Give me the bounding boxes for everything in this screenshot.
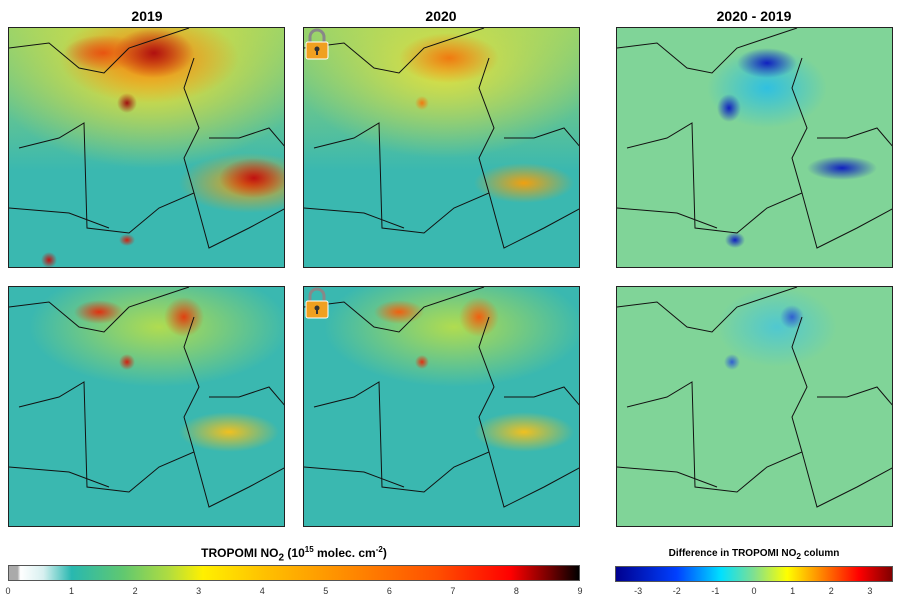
- colorbar-difference: [615, 566, 893, 582]
- colorbar-tick-label: 1: [790, 586, 796, 596]
- coastline-overlay: [9, 287, 284, 508]
- title-2019: 2019: [131, 8, 163, 24]
- colorbar-tick-label: 3: [196, 586, 202, 596]
- colorbar-tick-label: 0: [5, 586, 11, 596]
- colorbar-tick-label: -1: [711, 586, 720, 596]
- colorbar-tick-label: 7: [450, 586, 456, 596]
- colorbar-tick-label: 6: [386, 586, 392, 596]
- padlock-icon: [305, 28, 329, 60]
- colorbar-tick-label: 4: [259, 586, 265, 596]
- colorbar-tick-label: 0: [751, 586, 757, 596]
- coastline-overlay: [617, 287, 892, 508]
- colorbar-tick-label: 5: [323, 586, 329, 596]
- colorbar-tick-label: -3: [634, 586, 643, 596]
- coastline-overlay: [304, 287, 579, 508]
- coastline-overlay: [304, 28, 579, 249]
- map-2019-row2: [8, 286, 285, 527]
- coastline-overlay: [9, 28, 284, 249]
- title-difference: 2020 - 2019: [716, 8, 792, 24]
- colorbar-tick-label: 8: [513, 586, 519, 596]
- map-2020-row2: [303, 286, 580, 527]
- colorbar-no2: [8, 565, 580, 581]
- colorbar-tick-label: 2: [828, 586, 834, 596]
- colorbar-diff-label: Difference in TROPOMI NO2 column: [668, 548, 840, 561]
- map-difference-row1: [616, 27, 893, 268]
- colorbar-tick-label: 9: [577, 586, 583, 596]
- coastline-overlay: [617, 28, 892, 249]
- title-2020: 2020: [425, 8, 457, 24]
- padlock-icon: [305, 287, 329, 319]
- colorbar-abs-label: TROPOMI NO2 (1015 molec. cm-2): [201, 545, 387, 564]
- colorbar-tick-label: 2: [132, 586, 138, 596]
- colorbar-tick-label: 3: [867, 586, 873, 596]
- map-2020-row1: [303, 27, 580, 268]
- map-difference-row2: [616, 286, 893, 527]
- map-2019-row1: [8, 27, 285, 268]
- colorbar-tick-label: 1: [69, 586, 75, 596]
- colorbar-tick-label: -2: [672, 586, 681, 596]
